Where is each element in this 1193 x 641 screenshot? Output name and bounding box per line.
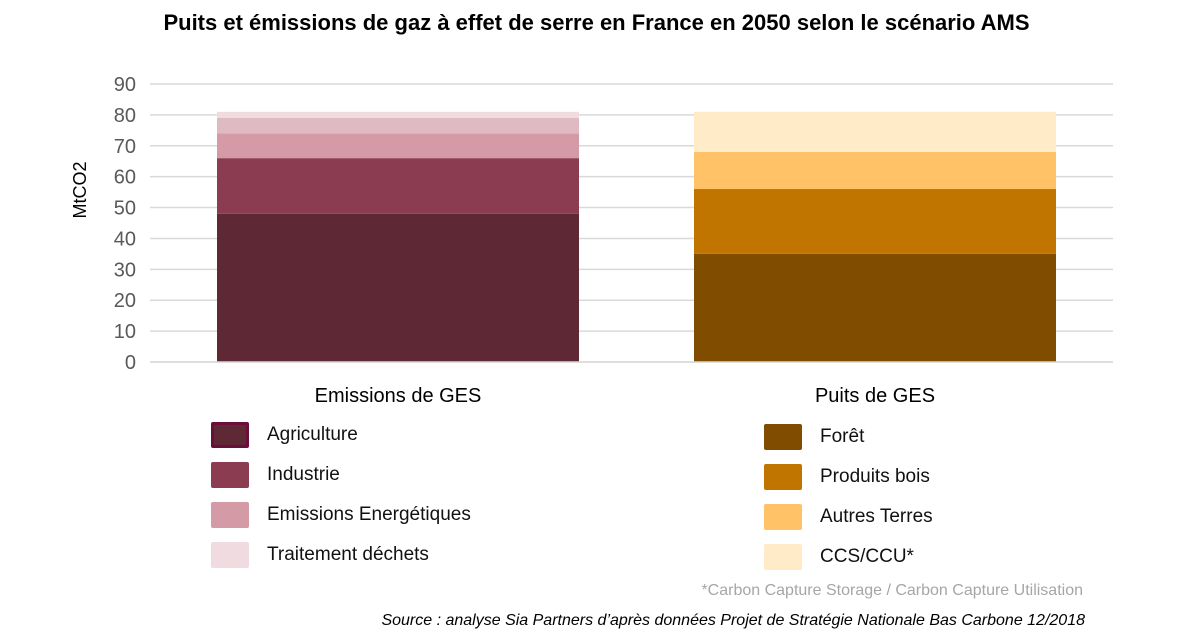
bar-segment-industrie <box>217 158 579 214</box>
bar-segment-autres-terres <box>694 151 1056 190</box>
legend-swatch <box>764 424 802 450</box>
legend-swatch <box>764 504 802 530</box>
legend-label: Emissions Energétiques <box>267 504 471 525</box>
legend-swatch <box>211 542 249 568</box>
legend-swatch <box>764 464 802 490</box>
legend-label: CCS/CCU* <box>820 546 914 567</box>
y-tick-label: 40 <box>114 228 136 250</box>
bar-segment-agriculture <box>217 213 579 362</box>
bar-segment-emissions-energ-tiques <box>217 133 579 159</box>
y-tick-label: 90 <box>114 74 136 96</box>
x-tick-label: Emissions de GES <box>315 385 482 407</box>
y-tick-label: 60 <box>114 167 136 189</box>
y-axis-label: MtCO2 <box>70 161 90 218</box>
legend-label: Agriculture <box>267 424 358 445</box>
legend-swatch <box>211 502 249 528</box>
y-tick-label: 70 <box>114 136 136 158</box>
y-tick-label: 0 <box>125 352 136 374</box>
chart-title: Puits et émissions de gaz à effet de ser… <box>163 10 1030 35</box>
y-tick-label: 80 <box>114 105 136 127</box>
bar-segment-produits-bois <box>694 189 1056 254</box>
bar-segment-ccs-ccu- <box>694 111 1056 152</box>
bar-segment-for-t <box>694 253 1056 362</box>
legend-item: Produits bois <box>764 464 930 490</box>
legend-label: Autres Terres <box>820 506 933 527</box>
y-tick-label: 30 <box>114 259 136 281</box>
legend-label: Produits bois <box>820 466 930 487</box>
legend-swatch <box>211 462 249 488</box>
legend-swatch <box>764 544 802 570</box>
legend-item: CCS/CCU* <box>764 544 914 570</box>
y-tick-label: 10 <box>114 321 136 343</box>
footnote: *Carbon Capture Storage / Carbon Capture… <box>701 582 1083 599</box>
legend-item: Forêt <box>764 424 864 450</box>
bar-segment-unlabeled <box>217 117 579 134</box>
legend-label: Forêt <box>820 426 865 447</box>
legend-label: Traitement déchets <box>267 544 429 565</box>
legend-item: Agriculture <box>211 422 358 448</box>
legend-label: Industrie <box>267 464 340 485</box>
legend-item: Industrie <box>211 462 340 488</box>
legend-swatch <box>211 422 249 448</box>
bar-segment-traitement-d-chets <box>217 111 579 118</box>
x-tick-label: Puits de GES <box>815 385 935 407</box>
source-note: Source : analyse Sia Partners d’après do… <box>381 612 1085 629</box>
legend-item: Autres Terres <box>764 504 933 530</box>
legend-item: Traitement déchets <box>211 542 429 568</box>
legend-item: Emissions Energétiques <box>211 502 471 528</box>
y-tick-label: 50 <box>114 198 136 220</box>
y-tick-label: 20 <box>114 290 136 312</box>
